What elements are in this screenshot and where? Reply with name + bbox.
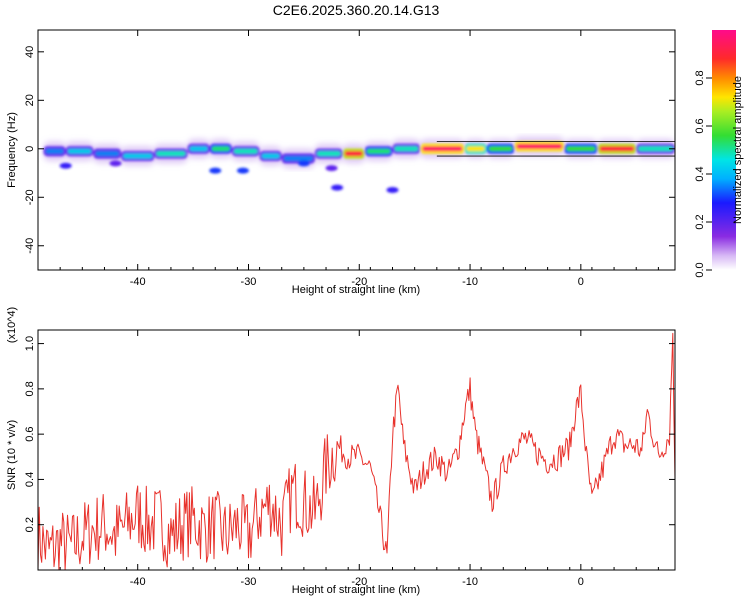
spectrogram-blob-6 bbox=[59, 162, 72, 169]
snr-y-label: SNR (10 * v/v) bbox=[6, 420, 18, 490]
colorbar-tick-label: 0.2 bbox=[694, 214, 706, 229]
ridge-core-14 bbox=[422, 146, 463, 152]
snr-frame bbox=[37, 329, 676, 571]
ridge-core-5 bbox=[189, 146, 208, 152]
ridge-core-15 bbox=[466, 146, 485, 152]
colorbar-label: Normalized spectral amplitude bbox=[732, 76, 744, 224]
ridge-core-12 bbox=[366, 148, 391, 154]
y-tick-label: 40 bbox=[24, 46, 36, 58]
spectrogram-blob-2 bbox=[297, 160, 310, 167]
ridge-core-13 bbox=[394, 146, 419, 152]
ridge-core-6 bbox=[211, 146, 230, 152]
ridge-core-11 bbox=[344, 151, 363, 157]
ridge-core-19 bbox=[599, 146, 635, 152]
ridge-core-9 bbox=[283, 155, 313, 161]
spectrogram-blob-1 bbox=[236, 167, 249, 174]
spectrogram-x-label: Height of straight line (km) bbox=[292, 284, 420, 296]
ridge-core-3 bbox=[123, 153, 153, 159]
colorbar-tick-label: 0.6 bbox=[694, 118, 706, 133]
spectrogram-blob-0 bbox=[209, 167, 222, 174]
x-tick-label: -20 bbox=[351, 576, 367, 588]
y-tick-label: 1.0 bbox=[24, 336, 36, 351]
spectrogram-heatmap bbox=[43, 136, 675, 193]
ridge-core-18 bbox=[566, 146, 596, 152]
ridge-core-10 bbox=[316, 151, 341, 157]
colorbar-tick-label: 0.8 bbox=[694, 70, 706, 85]
x-tick-label: -40 bbox=[130, 576, 146, 588]
y-tick-label: 0.2 bbox=[24, 517, 36, 532]
y-tick-label: 0 bbox=[24, 146, 36, 152]
x-tick-label: -20 bbox=[351, 276, 367, 288]
ridge-core-17 bbox=[516, 143, 563, 149]
spectrogram-blob-7 bbox=[109, 160, 122, 167]
colorbar-gradient bbox=[712, 30, 736, 270]
ridge-core-0 bbox=[45, 148, 64, 154]
x-tick-label: -10 bbox=[462, 576, 478, 588]
x-tick-label: 0 bbox=[578, 576, 584, 588]
snr-x-ticks: -40 -30 -20 -10 0 bbox=[37, 330, 659, 588]
ridge-core-8 bbox=[261, 153, 280, 159]
snr-x-label: Height of straight line (km) bbox=[292, 584, 420, 596]
spectrogram-blob-3 bbox=[325, 165, 338, 172]
spectrogram-x-ticks: -40 -30 -20 -10 0 bbox=[37, 30, 659, 288]
ridge-core-20 bbox=[638, 146, 673, 152]
ridge-core-2 bbox=[95, 151, 120, 157]
ridge-core-1 bbox=[67, 148, 92, 154]
ridge-core-16 bbox=[488, 146, 513, 152]
x-tick-label: 0 bbox=[578, 276, 584, 288]
x-tick-label: -40 bbox=[130, 276, 146, 288]
spectrogram-blob-4 bbox=[331, 184, 344, 191]
snr-series-line bbox=[38, 332, 675, 570]
spectrogram-frame bbox=[37, 29, 676, 271]
colorbar-ticks: 0.0 0.2 0.4 0.6 0.8 bbox=[694, 70, 712, 278]
y-tick-label: 20 bbox=[24, 94, 36, 106]
spectrogram-y-label: Frequency (Hz) bbox=[6, 112, 18, 188]
snr-panel: -40 -30 -20 -10 0 0.2 0.4 0.6 0.8 1.0 Height of … bbox=[6, 307, 676, 596]
ridge-core-7 bbox=[233, 148, 258, 154]
chart-title: C2E6.2025.360.20.14.G13 bbox=[273, 2, 440, 18]
snr-y-ticks: 0.2 0.4 0.6 0.8 1.0 bbox=[24, 336, 675, 532]
spectrogram-y-ticks: -40 -20 0 20 40 bbox=[24, 46, 675, 254]
x-tick-label: -10 bbox=[462, 276, 478, 288]
y-tick-label: 0.6 bbox=[24, 427, 36, 442]
y-tick-label: 0.8 bbox=[24, 381, 36, 396]
y-tick-label: -40 bbox=[24, 238, 36, 254]
colorbar-tick-label: 0.4 bbox=[694, 166, 706, 181]
y-tick-label: 0.4 bbox=[24, 472, 36, 487]
snr-y-multiplier: (x10^4) bbox=[6, 307, 18, 343]
ridge-core-4 bbox=[156, 151, 186, 157]
colorbar-tick-label: 0.0 bbox=[694, 262, 706, 277]
x-tick-label: -30 bbox=[241, 276, 257, 288]
x-tick-label: -30 bbox=[241, 576, 257, 588]
y-tick-label: -20 bbox=[24, 189, 36, 205]
spectrogram-blob-5 bbox=[386, 187, 399, 193]
colorbar: 0.0 0.2 0.4 0.6 0.8 Normalized spectral ampl… bbox=[694, 30, 744, 278]
spectrogram-panel: -40 -30 -20 -10 0 -40 -20 0 20 40 Height of stra… bbox=[6, 29, 676, 296]
